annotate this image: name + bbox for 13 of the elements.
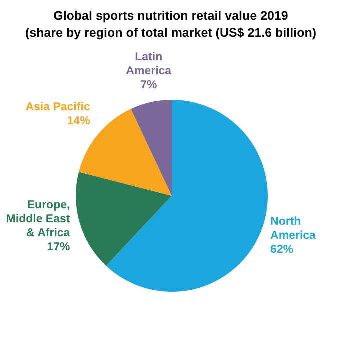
data-label: 7% xyxy=(140,80,158,92)
slice-label: Asia Pacific xyxy=(26,101,91,114)
slice-label: Latin America xyxy=(126,52,172,78)
data-label: 14% xyxy=(67,115,90,128)
chart-title: Global sports nutrition retail value 2019 xyxy=(54,9,288,23)
slice-label: Europe, Middle East & Africa xyxy=(6,200,71,240)
pie-slice xyxy=(131,100,172,196)
chart-subtitle: (share by region of total market (US$ 21.6 billion) xyxy=(25,26,317,40)
slice-label: North America xyxy=(270,216,317,242)
pie-slice xyxy=(76,172,172,266)
data-label: 17% xyxy=(47,242,70,254)
data-label: 62% xyxy=(270,244,294,256)
pie-slice xyxy=(106,100,268,292)
